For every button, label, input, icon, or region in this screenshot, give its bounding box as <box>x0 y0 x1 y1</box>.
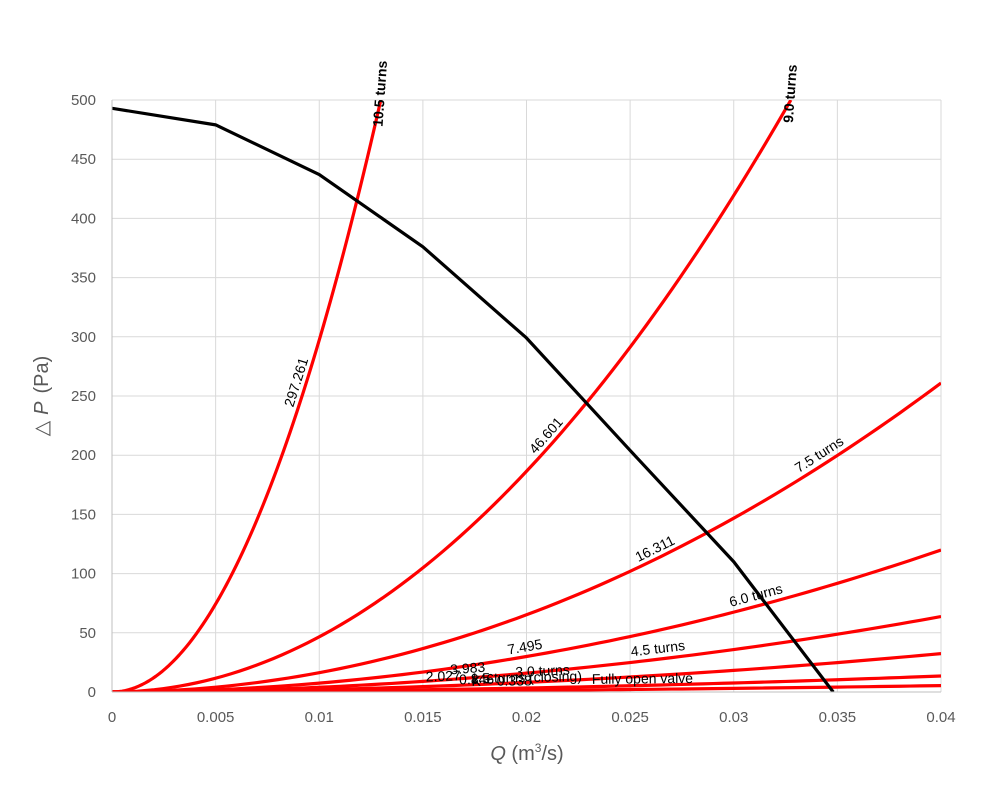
curve-name-label: 3.0 turns <box>515 661 570 680</box>
y-tick-label: 100 <box>71 566 96 583</box>
curve-name-label: 9.0 turns <box>780 64 800 124</box>
x-axis-title: Q (m3/s) <box>490 741 563 765</box>
y-tick-label: 500 <box>71 92 96 109</box>
y-tick-label: 450 <box>71 151 96 168</box>
k-value-label-group: 7.495 <box>506 636 543 658</box>
plot-area <box>112 100 941 692</box>
k-value-label-group: 0.846 <box>459 671 495 688</box>
curve-name-label: 10.5 turns <box>370 60 391 127</box>
k-value-label-group: 3.983 <box>450 659 486 678</box>
k-value-label: 7.495 <box>506 636 543 658</box>
k-value-label-group: 2.027 <box>425 667 461 684</box>
y-tick-label: 250 <box>71 388 96 405</box>
y-tick-label: 150 <box>71 506 96 523</box>
k-value-label: 3.983 <box>450 659 486 678</box>
curve-name-label-group: 9.0 turns <box>780 64 800 124</box>
curve-name-label: 1.5 turns (closing) <box>471 668 583 686</box>
k-value-label: K = 0.338 <box>471 672 532 688</box>
system-curve-line <box>112 100 793 692</box>
system-curve-line <box>112 548 941 692</box>
x-tick-label: 0.04 <box>926 709 955 726</box>
curve-name-label: 4.5 turns <box>630 637 686 659</box>
y-tick-label: 50 <box>79 625 96 642</box>
y-tick-labels: 0 50 100 150 200 250 300 350 400 450 500 <box>71 92 96 701</box>
x-tick-label: 0.02 <box>512 709 541 726</box>
fan-curve-group <box>112 106 835 692</box>
curve-name-label-group: 1.5 turns (closing) <box>471 668 583 686</box>
curve-name-label-group: 3.0 turns <box>515 661 570 680</box>
x-tick-label: 0.025 <box>611 709 649 726</box>
curve-name-label-group: 10.5 turns <box>370 60 391 127</box>
x-tick-label: 0 <box>108 709 116 726</box>
curve-name-label: Fully open valve <box>592 670 694 687</box>
x-tick-label: 0.035 <box>819 709 857 726</box>
y-tick-label: 200 <box>71 447 96 464</box>
x-tick-label: 0.015 <box>404 709 442 726</box>
curve-name-label-group: 4.5 turns <box>630 637 686 659</box>
k-value-label-group: K = 0.338 <box>471 672 532 688</box>
y-tick-label: 300 <box>71 329 96 346</box>
y-tick-label: 0 <box>88 684 96 701</box>
x-tick-label: 0.03 <box>719 709 748 726</box>
y-tick-label: 350 <box>71 270 96 287</box>
y-tick-label: 400 <box>71 210 96 227</box>
k-value-label: 0.846 <box>459 671 495 688</box>
system-curve-line <box>112 381 941 692</box>
system-curve-line <box>112 100 383 692</box>
x-tick-label: 0.01 <box>305 709 334 726</box>
x-tick-labels: 0 0.005 0.01 0.015 0.02 0.025 0.03 0.035 0.04 <box>108 709 956 726</box>
k-value-label: 2.027 <box>425 667 461 684</box>
gridlines <box>112 99 942 692</box>
curve-name-label-group: Fully open valve <box>592 670 694 687</box>
y-axis-title: △P(Pa) <box>31 356 53 437</box>
x-tick-label: 0.005 <box>197 709 235 726</box>
fan-curve-line <box>112 106 835 692</box>
axes <box>111 100 941 693</box>
